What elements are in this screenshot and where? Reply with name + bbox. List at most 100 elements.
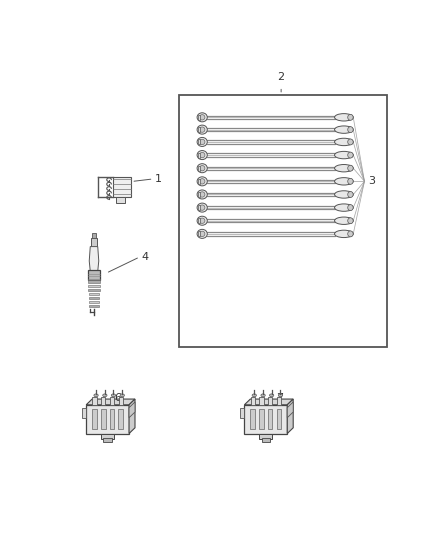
Bar <box>259 397 263 405</box>
Bar <box>198 219 199 223</box>
Bar <box>198 115 199 120</box>
Ellipse shape <box>199 139 205 144</box>
Text: 1: 1 <box>155 174 162 184</box>
Ellipse shape <box>347 231 352 237</box>
Ellipse shape <box>269 394 273 397</box>
Ellipse shape <box>347 139 352 145</box>
Ellipse shape <box>199 218 205 223</box>
Bar <box>86 405 129 433</box>
Bar <box>87 270 100 280</box>
Ellipse shape <box>197 203 207 212</box>
Text: 4: 4 <box>141 252 148 262</box>
Ellipse shape <box>347 127 352 133</box>
Bar <box>82 408 86 418</box>
Ellipse shape <box>347 115 352 120</box>
Ellipse shape <box>334 204 353 211</box>
Bar <box>110 397 114 405</box>
Bar <box>198 192 199 197</box>
Bar <box>198 205 199 210</box>
Bar <box>198 179 199 184</box>
Bar <box>91 238 97 247</box>
Ellipse shape <box>278 394 282 397</box>
Ellipse shape <box>197 190 207 199</box>
Bar <box>240 408 244 418</box>
Bar <box>198 231 199 236</box>
Bar <box>198 127 199 132</box>
Text: 7: 7 <box>275 393 282 403</box>
Polygon shape <box>244 399 293 405</box>
Ellipse shape <box>94 394 98 397</box>
Ellipse shape <box>197 150 207 159</box>
Ellipse shape <box>199 166 205 171</box>
Bar <box>101 433 114 439</box>
Bar <box>244 405 286 433</box>
Ellipse shape <box>199 127 205 132</box>
Ellipse shape <box>197 177 207 186</box>
Ellipse shape <box>334 114 353 121</box>
Ellipse shape <box>199 205 205 211</box>
Text: 2: 2 <box>277 72 284 83</box>
Ellipse shape <box>347 165 352 171</box>
Ellipse shape <box>197 164 207 173</box>
Bar <box>101 409 106 429</box>
Ellipse shape <box>347 179 352 184</box>
Ellipse shape <box>334 165 353 172</box>
Ellipse shape <box>347 191 352 197</box>
Ellipse shape <box>347 205 352 211</box>
Bar <box>92 233 96 238</box>
Bar <box>88 301 99 303</box>
Bar <box>92 397 96 405</box>
Bar <box>113 177 131 197</box>
Ellipse shape <box>334 191 353 198</box>
Bar <box>116 197 125 203</box>
Polygon shape <box>286 402 293 418</box>
Ellipse shape <box>199 231 205 237</box>
Bar <box>198 152 199 158</box>
Ellipse shape <box>120 394 124 397</box>
Ellipse shape <box>102 394 107 397</box>
Ellipse shape <box>334 230 353 238</box>
Ellipse shape <box>197 138 207 147</box>
Bar <box>88 297 99 299</box>
Ellipse shape <box>199 115 205 120</box>
Bar <box>101 397 105 405</box>
Polygon shape <box>129 402 135 418</box>
Ellipse shape <box>334 217 353 224</box>
Polygon shape <box>86 399 135 405</box>
Bar <box>258 433 272 439</box>
Ellipse shape <box>334 151 353 159</box>
Polygon shape <box>129 399 135 433</box>
Ellipse shape <box>347 152 352 158</box>
Ellipse shape <box>334 138 353 146</box>
Bar <box>250 397 254 405</box>
Bar <box>118 397 123 405</box>
Ellipse shape <box>197 113 207 122</box>
Bar <box>89 305 99 307</box>
Polygon shape <box>286 399 293 433</box>
Ellipse shape <box>197 216 207 225</box>
Ellipse shape <box>334 177 353 185</box>
Bar <box>261 439 269 442</box>
Bar <box>92 409 97 429</box>
Bar <box>250 409 254 429</box>
Bar <box>267 409 272 429</box>
Bar <box>267 397 272 405</box>
Bar <box>179 95 386 347</box>
Bar <box>258 409 263 429</box>
Bar <box>88 289 99 290</box>
Bar <box>276 409 281 429</box>
Bar <box>88 285 99 287</box>
Ellipse shape <box>197 125 207 134</box>
Ellipse shape <box>251 394 256 397</box>
Bar <box>109 409 114 429</box>
Ellipse shape <box>260 394 265 397</box>
Bar <box>88 293 99 295</box>
Ellipse shape <box>199 192 205 197</box>
Ellipse shape <box>197 229 207 238</box>
Bar <box>276 397 280 405</box>
Bar <box>118 409 123 429</box>
Ellipse shape <box>199 152 205 158</box>
Bar <box>88 280 100 282</box>
Bar <box>198 166 199 171</box>
Text: 3: 3 <box>367 176 374 187</box>
